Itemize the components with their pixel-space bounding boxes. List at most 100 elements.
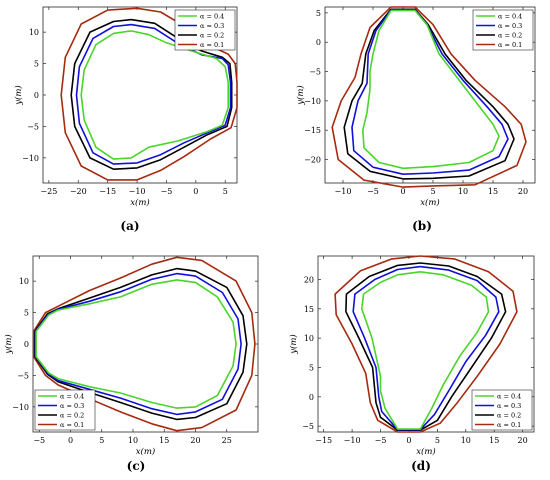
y-tick-label: −5 — [17, 371, 29, 380]
series-line-a03 — [351, 9, 509, 175]
x-tick-label: 10 — [461, 436, 471, 445]
x-tick-label: −5 — [375, 436, 387, 445]
x-axis-label: x(m) — [136, 446, 156, 457]
x-tick-label: 5 — [430, 187, 435, 196]
legend-label: α = 0.1 — [498, 41, 522, 49]
x-axis-label: x(m) — [130, 197, 150, 208]
x-tick-label: −20 — [70, 187, 87, 196]
y-tick-label: −15 — [304, 126, 321, 135]
legend-label: α = 0.4 — [497, 393, 521, 401]
x-tick-label: 15 — [159, 436, 169, 445]
legend-label: α = 0.2 — [498, 32, 522, 40]
legend-label: α = 0.2 — [200, 32, 224, 40]
x-tick-label: −15 — [315, 436, 332, 445]
y-tick-label: −10 — [22, 154, 39, 163]
x-tick-label: −5 — [367, 187, 379, 196]
series-line-a02 — [70, 18, 233, 170]
y-axis-label: y(m) — [295, 85, 306, 106]
x-tick-label: 20 — [518, 187, 528, 196]
y-tick-label: −10 — [304, 97, 321, 106]
legend: α = 0.4α = 0.3 α = 0.2α = 0.1 — [472, 9, 534, 51]
x-tick-label: 10 — [458, 187, 468, 196]
y-tick-label: 10 — [19, 277, 29, 286]
series-line-a04 — [362, 9, 500, 170]
x-tick-label: −10 — [129, 187, 146, 196]
legend: α = 0.4α = 0.3 α = 0.2α = 0.1 — [34, 389, 96, 431]
y-tick-label: 0 — [24, 340, 29, 349]
series-line-a02 — [34, 267, 248, 421]
x-tick-label: −5 — [33, 436, 45, 445]
legend-label: α = 0.4 — [60, 393, 84, 401]
y-axis-label: y(m) — [288, 334, 299, 355]
x-tick-label: −10 — [344, 436, 361, 445]
legend-label: α = 0.1 — [60, 421, 84, 429]
x-tick-label: 0 — [400, 187, 405, 196]
y-tick-label: 5 — [24, 309, 29, 318]
y-tick-label: −5 — [309, 68, 321, 77]
x-tick-label: −5 — [161, 187, 173, 196]
y-tick-label: 0 — [316, 38, 321, 47]
legend-label: α = 0.1 — [497, 421, 521, 429]
y-tick-label: 0 — [309, 393, 314, 402]
y-tick-label: 5 — [316, 9, 321, 18]
legend-label: α = 0.2 — [60, 412, 84, 420]
y-tick-label: −5 — [302, 422, 314, 431]
legend-label: α = 0.3 — [60, 402, 84, 410]
series-line-a04 — [80, 30, 229, 160]
x-tick-label: 15 — [488, 187, 498, 196]
y-tick-label: −5 — [27, 122, 39, 131]
y-axis-label: y(m) — [13, 85, 24, 106]
panel-caption: (c) — [127, 459, 146, 473]
y-axis-label: y(m) — [3, 334, 14, 355]
y-tick-label: 10 — [29, 28, 39, 37]
x-tick-label: 25 — [222, 436, 232, 445]
panel-d: −15 −10 −5 0 5 10 15 20 −5 0 5 10 15 20 x(m) y(m) α = 0.… — [288, 255, 535, 473]
series-line-a04 — [361, 271, 490, 430]
x-axis-label: x(m) — [420, 197, 440, 208]
y-tick-label: −10 — [12, 403, 29, 412]
x-tick-label: −10 — [335, 187, 352, 196]
y-tick-label: −20 — [304, 156, 321, 165]
x-tick-label: 20 — [518, 436, 528, 445]
series-line-a02 — [343, 8, 515, 180]
panel-caption: (b) — [412, 219, 432, 233]
series-line-a04 — [35, 279, 237, 409]
x-tick-label: 15 — [489, 436, 499, 445]
series-line-a01 — [334, 255, 518, 433]
y-tick-label: 15 — [304, 305, 314, 314]
x-tick-label: 5 — [223, 187, 228, 196]
legend-label: α = 0.3 — [497, 402, 521, 410]
legend-label: α = 0.1 — [200, 41, 224, 49]
x-tick-label: 5 — [99, 436, 104, 445]
legend-label: α = 0.4 — [200, 13, 224, 21]
axes-box — [324, 6, 536, 184]
x-tick-label: 10 — [128, 436, 138, 445]
x-tick-label: 0 — [68, 436, 73, 445]
legend-label: α = 0.3 — [200, 22, 224, 30]
series-line-a01 — [331, 6, 527, 188]
x-tick-label: 20 — [190, 436, 200, 445]
legend-label: α = 0.3 — [498, 22, 522, 30]
x-tick-label: −25 — [40, 187, 57, 196]
series-line-a03 — [34, 272, 242, 416]
legend: α = 0.4α = 0.3 α = 0.2α = 0.1 — [174, 9, 236, 51]
y-tick-label: 10 — [304, 334, 314, 343]
y-tick-label: 0 — [34, 91, 39, 100]
panel-caption: (d) — [411, 459, 431, 473]
y-tick-label: 20 — [304, 275, 314, 284]
panel-caption: (a) — [120, 219, 139, 233]
legend: α = 0.4α = 0.3 α = 0.2α = 0.1 — [471, 389, 533, 431]
y-tick-label: 5 — [309, 363, 314, 372]
x-tick-label: 0 — [193, 187, 198, 196]
x-tick-label: 5 — [435, 436, 440, 445]
x-tick-label: 0 — [406, 436, 411, 445]
panel-a: −25 −20 −15 −10 −5 0 5 −10 −5 0 5 10 x(m) y(m) α = 0.4… — [13, 6, 238, 233]
x-axis-label: x(m) — [416, 446, 436, 457]
legend-label: α = 0.4 — [498, 13, 522, 21]
legend-label: α = 0.2 — [497, 412, 521, 420]
x-tick-label: −15 — [99, 187, 116, 196]
y-tick-label: 5 — [34, 60, 39, 69]
